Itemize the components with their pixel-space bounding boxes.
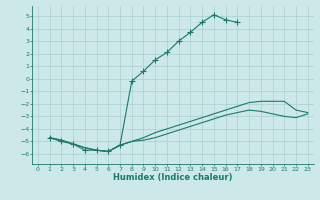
X-axis label: Humidex (Indice chaleur): Humidex (Indice chaleur) xyxy=(113,173,233,182)
